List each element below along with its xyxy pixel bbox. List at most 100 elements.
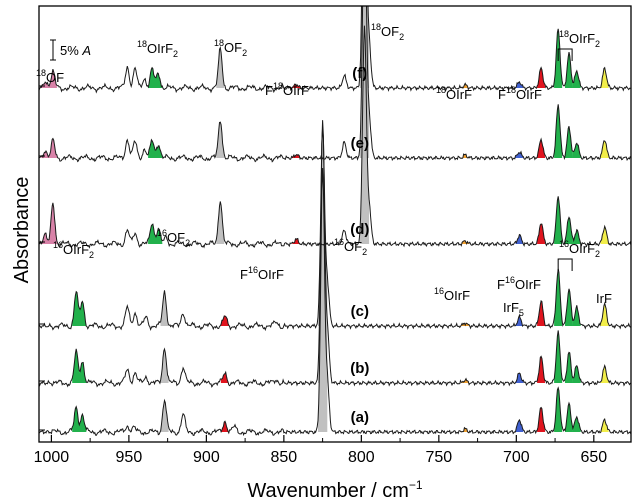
band-fill-18OIrF2-4-15 <box>554 104 563 158</box>
annotation-18OF2-mid: 18OF2 <box>214 38 247 58</box>
trace-label-0: (a) <box>351 409 369 426</box>
annotation-18OIrF2-right: 18OIrF2 <box>559 29 600 49</box>
band-fill-18OIrF2-5-16 <box>565 52 573 88</box>
trace-label-4: (e) <box>351 135 369 152</box>
band-fill-16OIrF2-2-16 <box>572 305 581 326</box>
band-fill-18OIrF2-3-17 <box>572 229 581 244</box>
spectrum-trace-5 <box>39 6 631 94</box>
band-fill-16OIrF2-0-14 <box>565 403 573 432</box>
annotation-18OIrF-right: 18OIrF <box>436 85 472 102</box>
annotation-18OIrF2-left: 18OIrF2 <box>137 39 178 59</box>
band-fill-16OIrF2-2-1 <box>78 301 87 326</box>
band-fill-16OIrF2-1-0 <box>72 349 81 383</box>
band-fill-16OIrF2-1-15 <box>565 352 573 383</box>
band-fill-IrF-3-18 <box>600 225 609 244</box>
scale-bar-unit: A <box>81 43 91 58</box>
band-fill-18OIrF2-3-15 <box>554 196 563 244</box>
annotation-F18OIrF-right: F18OIrF <box>498 85 542 102</box>
annotation-18OF2-top: 18OF2 <box>371 22 404 42</box>
trace-label-3: (d) <box>350 221 369 238</box>
band-fill-18OF-3-0 <box>41 232 50 244</box>
band-fill-F16OIrF-1-7 <box>220 372 229 384</box>
spectrum-trace-2 <box>39 127 631 332</box>
band-fill-18OIrF2-5-17 <box>572 70 581 88</box>
annotation-16OIrF2-left: 16OIrF2 <box>53 240 94 260</box>
band-fill-IrF-1-17 <box>600 365 609 383</box>
band-fill-16OIrF2-2-0 <box>72 290 81 326</box>
band-fill-16OIrF2-0-13 <box>554 387 563 432</box>
band-fill-16OIrF2-0-0 <box>72 406 81 432</box>
band-fill-16OIrF2-1-14 <box>554 330 563 383</box>
x-tick-label-650: 650 <box>580 449 607 466</box>
trace-label-1: (b) <box>350 360 369 377</box>
band-fill-18OIrF2-5-5 <box>148 67 157 88</box>
trace-label-5: (f) <box>352 65 367 82</box>
annotation-16OIrF2-right: 16OIrF2 <box>559 239 600 259</box>
band-fill-IrF5-0-11 <box>515 419 524 432</box>
x-axis-title-sup: −1 <box>409 478 423 492</box>
band-fill-F18OIrF-3-14 <box>537 223 546 244</box>
band-fill-F18OIrF-4-14 <box>537 138 546 158</box>
band-fill-F16OIrF-0-12 <box>537 407 546 432</box>
band-fill-IrF-4-18 <box>600 140 609 158</box>
annotation-F18OIrF-mid: F18OIrF <box>265 81 309 98</box>
x-tick-label-800: 800 <box>348 449 375 466</box>
band-fill-16OIrF-1-11 <box>461 378 470 384</box>
band-fill-IrF5-1-12 <box>515 372 524 383</box>
band-fill-IrF-5-18 <box>600 67 609 89</box>
annotation-16OIrF-right: 16OIrF <box>434 286 470 303</box>
band-fill-16OF2-1-5 <box>160 348 169 383</box>
band-fill-IrF5-2-12 <box>515 315 524 327</box>
band-fill-18OF2-3-7 <box>216 201 225 244</box>
band-fill-18OIrF2-4-16 <box>565 125 573 158</box>
spectrum-trace-4 <box>39 6 631 163</box>
band-fill-F16OIrF-1-13 <box>537 356 546 383</box>
band-fill-IrF-0-16 <box>600 418 609 433</box>
x-tick-label-950: 950 <box>116 449 143 466</box>
band-fill-16OIrF2-2-14 <box>554 269 563 326</box>
plot-frame <box>38 5 632 443</box>
band-fill-18OF2-4-7 <box>216 122 225 158</box>
band-fill-16OIrF2-1-1 <box>78 361 87 383</box>
band-fill-16OIrF2-2-15 <box>565 288 573 326</box>
annotation-F16OIrF-right: F16OIrF <box>497 275 541 292</box>
band-fill-18OF-5-1 <box>48 69 57 88</box>
band-fill-18OF2-5-7 <box>216 47 225 88</box>
band-fill-16OIrF2-1-16 <box>572 365 581 383</box>
annotation-IrF5: IrF5 <box>503 300 524 318</box>
band-fill-18OIrF2-4-5 <box>148 139 157 158</box>
band-fill-16OIrF2-0-1 <box>78 413 87 432</box>
band-fill-18OIrF2-3-16 <box>565 217 573 244</box>
band-fill-IrF5-3-13 <box>515 234 524 244</box>
band-fill-18OIrF2-3-5 <box>154 228 163 244</box>
x-tick-label-700: 700 <box>503 449 530 466</box>
x-axis-title: Wavenumber / cm−1 <box>247 478 423 502</box>
annotation-bracket-16 <box>557 258 573 271</box>
band-fill-16OIrF2-0-15 <box>572 416 581 432</box>
trace-label-2: (c) <box>351 303 369 320</box>
band-fill-18OIrF2-4-17 <box>572 143 581 158</box>
band-fill-IrF-2-17 <box>600 303 609 326</box>
spectrum-trace-0 <box>39 167 631 437</box>
annotation-16OF2-mid: 16OF2 <box>157 228 190 248</box>
annotation-bracket-18 <box>557 48 573 61</box>
x-tick-label-900: 900 <box>193 449 220 466</box>
band-fill-16OF2-2-5 <box>160 290 169 326</box>
band-fill-16OF2-0-4 <box>160 400 169 432</box>
spectrum-trace-1 <box>39 120 631 388</box>
spectrum-trace-3 <box>39 25 631 249</box>
annotation-IrF: IrF <box>596 291 612 306</box>
annotation-16OF2-top: 16OF2 <box>334 237 367 257</box>
annotation-18OF: 18OF <box>36 68 64 85</box>
x-tick-label-750: 750 <box>425 449 452 466</box>
band-fill-F18OIrF-5-14 <box>537 67 546 88</box>
band-fill-18OIrF2-5-6 <box>154 72 163 88</box>
band-fill-18OF-3-1 <box>48 202 57 244</box>
y-axis-title: Absorbance <box>11 177 33 284</box>
band-fill-18OF-4-1 <box>48 138 57 158</box>
x-tick-label-1000: 1000 <box>34 449 70 466</box>
band-fill-F16OIrF-0-6 <box>220 421 229 433</box>
scale-bar-label: 5% A <box>60 43 91 58</box>
x-tick-label-850: 850 <box>271 449 298 466</box>
